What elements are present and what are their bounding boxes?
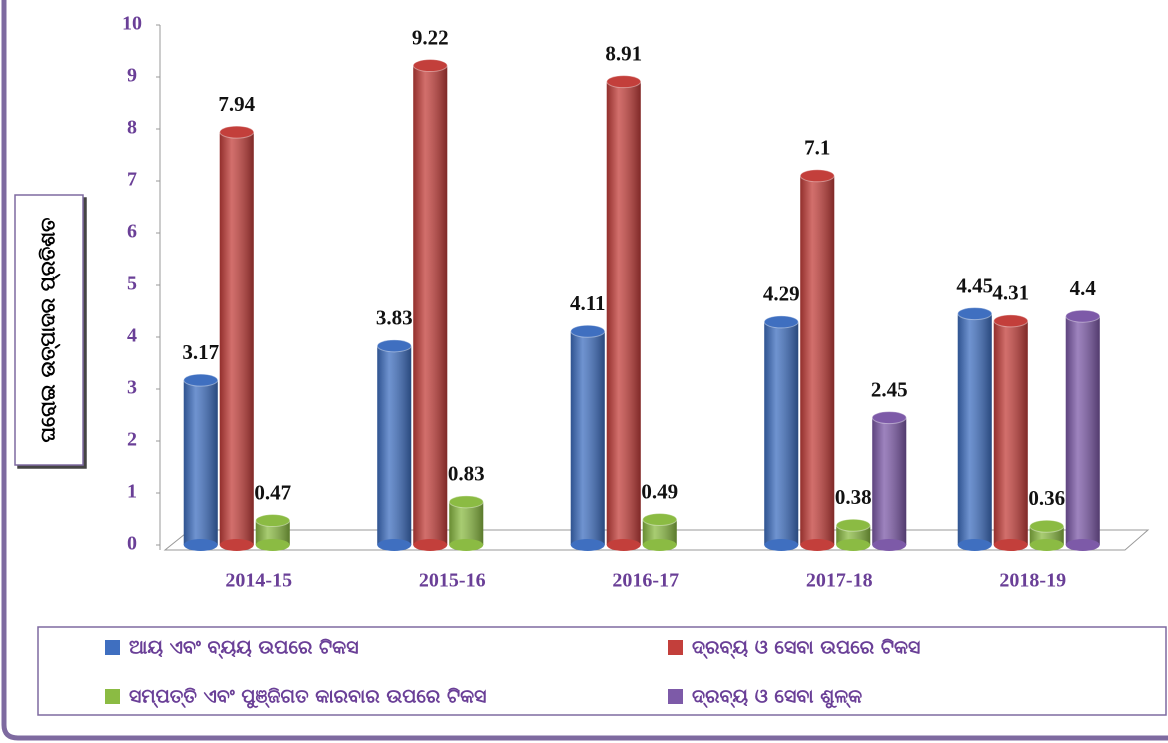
y-tick-label: 0: [127, 533, 137, 555]
y-axis-label: ଘରୋଇ ଉତ୍ପାଦର ପ୍ରତିଶତ: [36, 218, 61, 443]
legend-label: ସମ୍ପତ୍ତି ଏବଂ ପୁଞ୍ଜିଗତ କାରବାର ଉପରେ ଟିକସ: [129, 686, 487, 709]
bar-top: [1065, 309, 1101, 323]
bar-top: [799, 169, 835, 183]
value-label: 7.94: [218, 92, 255, 116]
value-label: 7.1: [804, 136, 830, 160]
bar-bottom: [642, 539, 677, 551]
bar-bottom: [993, 539, 1028, 551]
bar-top: [993, 314, 1029, 328]
bar-shade: [993, 320, 1028, 545]
y-tick-label: 5: [127, 273, 137, 295]
y-tick-label: 8: [127, 117, 137, 139]
value-label: 4.45: [956, 273, 993, 297]
legend-swatch: [105, 689, 120, 704]
bar-shade: [413, 65, 448, 545]
value-label: 4.31: [992, 281, 1029, 305]
legend-label: ଦ୍ରବ୍ୟ ଓ ସେବା ଶୁଳ୍କ: [692, 686, 862, 709]
bar-shade: [606, 81, 641, 546]
bar-bottom: [872, 539, 907, 551]
x-tick-label: 2014-15: [225, 570, 292, 592]
bar-shade: [570, 331, 605, 545]
bar-shade: [872, 417, 907, 545]
bar-bottom: [836, 539, 871, 551]
bar-bottom: [413, 539, 448, 551]
bar-shade: [764, 321, 799, 545]
bar-top: [570, 324, 606, 338]
value-label: 0.36: [1028, 486, 1065, 510]
bar-top: [763, 315, 799, 329]
bar-top: [606, 75, 642, 89]
bar-top: [183, 373, 219, 387]
value-label: 4.11: [570, 291, 606, 315]
bar-top: [642, 513, 678, 527]
y-tick-label: 3: [127, 377, 137, 399]
bar-bottom: [957, 539, 992, 551]
value-label: 0.38: [835, 485, 872, 509]
bar-bottom: [570, 539, 605, 551]
bar-top: [1029, 519, 1065, 533]
y-label-box: [14, 194, 84, 466]
bar-bottom: [449, 539, 484, 551]
bar-top: [219, 125, 255, 139]
bar-top: [957, 307, 993, 321]
bar-top: [412, 59, 448, 73]
bar-top: [835, 518, 871, 532]
bar-bottom: [219, 539, 254, 551]
y-tick-label: 6: [127, 221, 137, 243]
legend-label: ଦ୍ରବ୍ୟ ଓ ସେବା ଉପରେ ଟିକସ: [692, 637, 920, 660]
bar-shade: [449, 501, 484, 545]
value-label: 4.29: [763, 282, 800, 306]
bar-top: [871, 411, 907, 425]
y-tick-label: 9: [127, 65, 137, 87]
bar-bottom: [800, 539, 835, 551]
legend: [37, 626, 1167, 716]
value-label: 4.4: [1070, 276, 1097, 300]
value-label: 0.49: [641, 479, 678, 503]
value-label: 9.22: [412, 25, 449, 49]
legend-swatch: [668, 689, 683, 704]
legend-swatch: [668, 640, 683, 655]
bar-bottom: [1065, 539, 1100, 551]
x-tick-label: 2015-16: [419, 570, 486, 592]
x-tick-label: 2018-19: [999, 570, 1066, 592]
bar-bottom: [606, 539, 641, 551]
bar-shade: [377, 345, 412, 545]
bar-shade: [957, 313, 992, 545]
legend-label: ଆୟ ଏବଂ ବ୍ୟୟ ଉପରେ ଟିକସ: [129, 637, 359, 660]
y-tick-label: 1: [127, 481, 137, 503]
value-label: 0.47: [254, 480, 291, 504]
value-label: 3.17: [182, 340, 219, 364]
bar-shade: [800, 175, 835, 546]
bar-bottom: [377, 539, 412, 551]
bar-bottom: [183, 539, 218, 551]
bar-bottom: [764, 539, 799, 551]
y-tick-label: 10: [122, 13, 142, 35]
y-tick-label: 4: [127, 325, 137, 347]
x-tick-label: 2016-17: [612, 570, 679, 592]
value-label: 3.83: [376, 306, 413, 330]
x-tick-label: 2017-18: [806, 570, 873, 592]
bar-top: [448, 495, 484, 509]
value-label: 8.91: [605, 41, 642, 65]
bar-top: [255, 514, 291, 528]
legend-swatch: [105, 640, 120, 655]
bar-bottom: [255, 539, 290, 551]
y-tick-label: 7: [127, 169, 137, 191]
value-label: 0.83: [448, 462, 485, 486]
value-label: 2.45: [871, 377, 908, 401]
bar-shade: [1065, 316, 1100, 545]
bar-bottom: [1029, 539, 1064, 551]
bar-shade: [183, 380, 218, 545]
bar-shade: [219, 132, 254, 545]
bar-top: [376, 339, 412, 353]
y-tick-label: 2: [127, 429, 137, 451]
